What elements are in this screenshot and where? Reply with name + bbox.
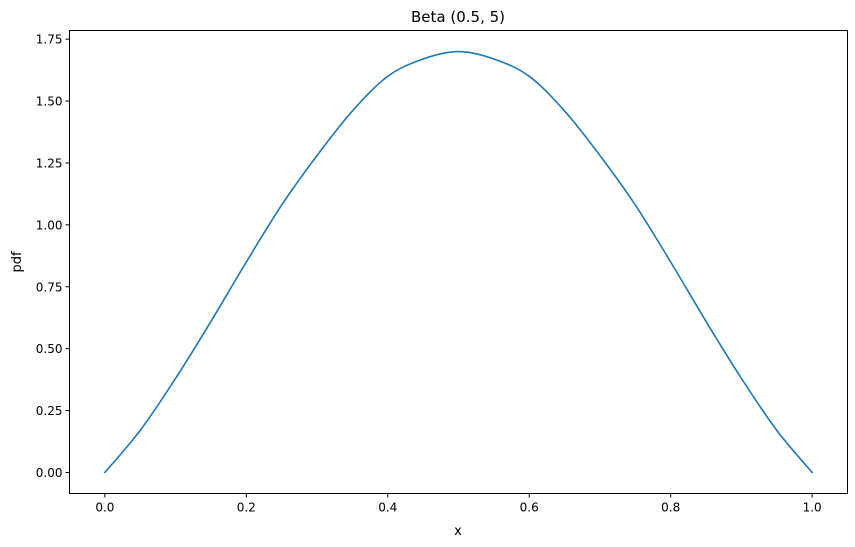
y-tick-label: 0.25 bbox=[36, 404, 63, 418]
x-tick-label: 0.6 bbox=[520, 501, 539, 515]
series-line bbox=[104, 50, 813, 474]
x-tick-label: 0.8 bbox=[661, 501, 680, 515]
plot-frame bbox=[69, 30, 848, 494]
x-tick-label: 1.0 bbox=[803, 501, 822, 515]
x-axis: 0.0 0.2 0.4 0.6 0.8 1.0 bbox=[95, 493, 822, 515]
y-tick-label: 1.50 bbox=[36, 95, 63, 109]
x-tick-label: 0.4 bbox=[378, 501, 397, 515]
y-tick-label: 1.75 bbox=[36, 33, 63, 47]
y-tick-label: 0.00 bbox=[36, 466, 63, 480]
y-axis: 0.00 0.25 0.50 0.75 1.00 1.25 1.50 1.75 bbox=[36, 33, 70, 480]
y-tick-label: 0.50 bbox=[36, 342, 63, 356]
y-tick-label: 0.75 bbox=[36, 280, 63, 294]
y-tick-label: 1.25 bbox=[36, 156, 63, 170]
x-tick-label: 0.0 bbox=[95, 501, 114, 515]
y-tick-label: 1.00 bbox=[36, 218, 63, 232]
series-layer bbox=[104, 50, 813, 474]
y-axis-label: pdf bbox=[10, 251, 25, 273]
x-tick-label: 0.2 bbox=[237, 501, 256, 515]
chart-title: Beta (0.5, 5) bbox=[411, 8, 505, 26]
x-axis-label: x bbox=[454, 524, 462, 539]
plot-area bbox=[69, 30, 848, 494]
